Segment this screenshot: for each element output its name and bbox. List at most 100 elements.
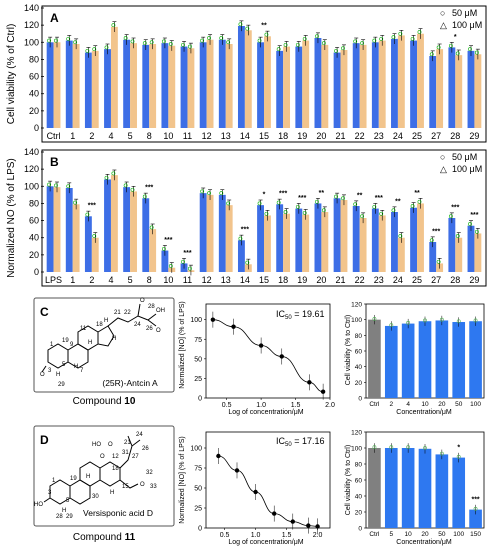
xtick-label: 1.0: [256, 402, 266, 409]
bar-50um: [429, 56, 437, 128]
point-marker: [54, 38, 58, 43]
point-marker: [439, 317, 444, 322]
d-via-xlabel: Concentration/μM: [396, 539, 452, 546]
atom-c-o3: O: [156, 328, 161, 334]
ytick-label: 120: [24, 20, 39, 30]
xtick-label: 29: [469, 275, 479, 285]
plot-frame: [205, 431, 331, 529]
point-marker: [429, 52, 434, 57]
legend-b-marker-2: △: [440, 164, 447, 174]
c-via-xlabel: Concentration/μM: [396, 409, 452, 416]
xtick-label: 10: [421, 401, 429, 408]
point-marker: [410, 36, 415, 41]
num-c-11: 11: [80, 326, 87, 332]
bar-100um: [130, 191, 137, 272]
bar-100um: [225, 44, 233, 128]
num-c-22: 22: [124, 310, 131, 316]
point-marker: [468, 222, 472, 226]
xtick-label: 22: [355, 275, 365, 285]
data-point: [253, 489, 258, 495]
point-marker: [391, 35, 396, 40]
num-c-21: 21: [114, 310, 121, 316]
point-marker: [341, 46, 345, 51]
point-marker: [188, 44, 192, 49]
bar-50um: [448, 47, 456, 128]
xtick-label: 20: [316, 275, 326, 285]
atom-c-h4: H: [112, 336, 116, 342]
bar-50um: [161, 43, 169, 129]
bar-50um: [237, 240, 245, 272]
point-marker: [321, 208, 326, 213]
point-marker: [188, 266, 192, 271]
xtick-label: 29: [469, 131, 479, 141]
xtick-label: 20: [421, 531, 429, 538]
data-point: [216, 453, 221, 459]
viability-bar: [368, 448, 381, 528]
significance-label: ***: [470, 212, 478, 219]
xtick-label: 14: [240, 275, 250, 285]
point-marker: [130, 39, 135, 44]
xtick-label: 150: [470, 531, 481, 538]
xtick-label: 1: [70, 131, 75, 141]
point-marker: [353, 202, 358, 207]
num-d-5: 5: [66, 498, 70, 504]
panel-c-structure: C O O OH O H H H H H: [33, 297, 175, 407]
panel-a-bars: ***: [46, 20, 482, 129]
bar-50um: [104, 49, 111, 129]
panel-a-xticks: Ctrl 1 2 4 5 8 10 11 12 13 14 15 18 19 20 21 22 23 24 25 27 2…: [47, 131, 480, 141]
ytick-label: 140: [24, 147, 39, 157]
ytick-label: 40: [355, 364, 363, 371]
significance-label: **: [395, 198, 401, 205]
significance-label: ***: [88, 203, 96, 210]
panel-a-label: A: [50, 11, 59, 25]
point-marker: [276, 47, 281, 52]
point-marker: [200, 38, 205, 43]
num-d-21: 21: [124, 440, 131, 446]
xtick-label: 100: [453, 531, 464, 538]
num-d-27: 27: [132, 454, 139, 460]
bar-100um: [149, 44, 157, 128]
ytick-label: 75: [194, 337, 202, 344]
data-point: [290, 519, 295, 524]
num-d-15: 15: [122, 484, 129, 490]
bar-50um: [352, 206, 360, 272]
point-marker: [455, 234, 460, 238]
xtick-label: 13: [221, 275, 231, 285]
atom-c-h3: H: [104, 318, 108, 324]
point-marker: [85, 48, 90, 53]
point-marker: [238, 236, 243, 241]
point-marker: [111, 171, 116, 176]
panel-d-ic50: Normalized [NO] (% of LPS) 0 25 50 75 100 0.5…: [179, 431, 331, 546]
point-marker: [66, 184, 71, 189]
viability-bar: [469, 321, 482, 398]
atom-d-h1: H: [62, 508, 66, 514]
xtick-label: 24: [393, 275, 403, 285]
ytick-label: 0: [358, 396, 362, 403]
bar-50um: [276, 204, 284, 272]
point-marker: [423, 446, 427, 450]
num-d-18: 18: [112, 466, 119, 472]
bar-100um: [168, 45, 176, 128]
point-marker: [379, 36, 384, 41]
panel-c-viability: Cell viability (% to Ctrl) 0 20 40 60 80 100 1…: [345, 302, 485, 416]
bar-50um: [218, 194, 226, 272]
ytick-label: 25: [194, 376, 202, 383]
ytick-label: 0: [34, 267, 39, 277]
bar-50um: [161, 250, 169, 272]
d-ic50-plot: 0 25 50 75 100 0.5 1.0 1.5 2.0: [190, 431, 331, 539]
ytick-label: 75: [194, 466, 202, 473]
xtick-label: 22: [355, 131, 365, 141]
point-marker: [257, 38, 262, 43]
significance-label: ***: [145, 185, 153, 192]
point-marker: [264, 211, 269, 216]
significance-label: ***: [183, 250, 191, 257]
viability-bar: [401, 448, 415, 528]
c-ic50-plot: 0 25 50 75 100 0.5 1.0 1.5 2.0: [190, 303, 335, 409]
bar-100um: [53, 42, 61, 128]
panel-b-frame: [41, 149, 487, 287]
legend-a-marker-1: ○: [440, 8, 445, 18]
significance-label: ***: [164, 237, 172, 244]
point-marker: [264, 32, 269, 37]
num-d-29: 29: [66, 514, 73, 520]
